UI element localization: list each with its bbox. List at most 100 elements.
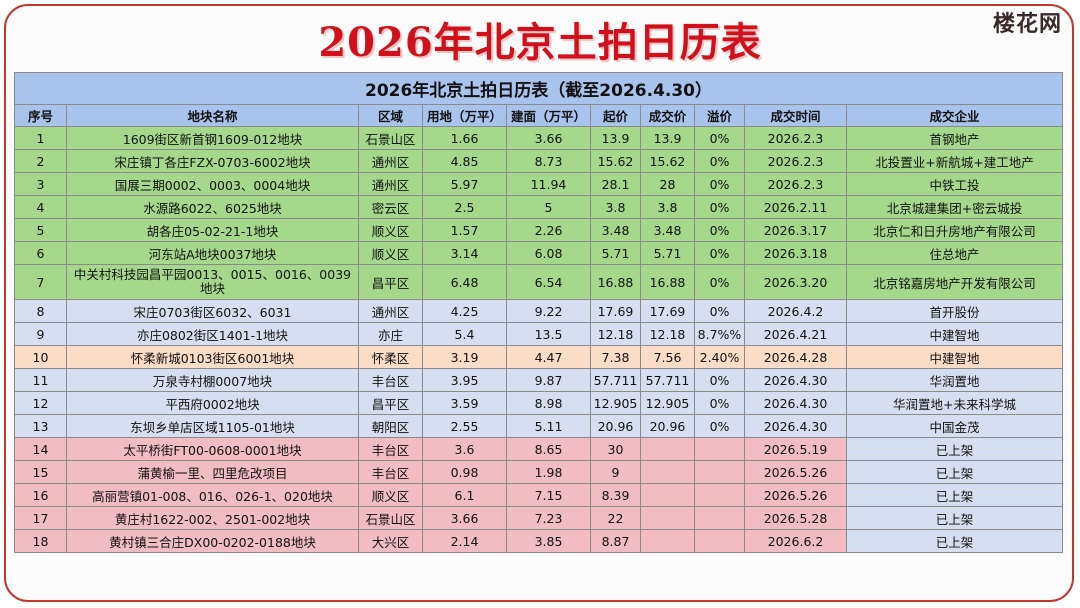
table-row: 15 蒲黄榆一里、四里危改项目 丰台区 0.98 1.98 9 2026.5.26 已上架 xyxy=(14,460,1063,484)
column-header: 起价 xyxy=(590,104,641,127)
premium-rate xyxy=(694,529,745,553)
plot-name: 1609街区新首钢1609-012地块 xyxy=(66,126,359,150)
plot-name: 中关村科技园昌平园0013、0015、0016、0039地块 xyxy=(66,264,359,300)
plot-name: 宋庄0703街区6032、6031 xyxy=(66,299,359,323)
table-row: 17 黄庄村1622-002、2501-002地块 石景山区 3.66 7.23 22 20… xyxy=(14,506,1063,530)
winning-company: 中铁工投 xyxy=(846,172,1063,196)
premium-rate: 8.7%% xyxy=(694,322,745,346)
deal-date: 2026.2.3 xyxy=(744,172,847,196)
district: 亦庄 xyxy=(358,322,423,346)
premium-rate: 0% xyxy=(694,299,745,323)
start-price: 7.38 xyxy=(590,345,641,369)
column-header: 区域 xyxy=(358,104,423,127)
premium-rate xyxy=(694,437,745,461)
premium-rate: 0% xyxy=(694,149,745,173)
column-header: 地块名称 xyxy=(66,104,359,127)
row-number: 10 xyxy=(14,345,67,369)
premium-rate: 0% xyxy=(694,218,745,242)
plot-name: 万泉寺村棚0007地块 xyxy=(66,368,359,392)
table-row: 1 1609街区新首钢1609-012地块 石景山区 1.66 3.66 13.9 13.9… xyxy=(14,126,1063,150)
building-area: 7.15 xyxy=(506,483,591,507)
deal-price: 12.18 xyxy=(640,322,695,346)
start-price: 28.1 xyxy=(590,172,641,196)
building-area: 5 xyxy=(506,195,591,219)
column-header: 溢价 xyxy=(694,104,745,127)
row-number: 6 xyxy=(14,241,67,265)
district: 顺义区 xyxy=(358,218,423,242)
row-number: 9 xyxy=(14,322,67,346)
start-price: 3.8 xyxy=(590,195,641,219)
page-title: 2026年北京土拍日历表 xyxy=(318,19,762,66)
land-area: 3.59 xyxy=(422,391,507,415)
deal-date: 2026.4.2 xyxy=(744,299,847,323)
plot-name: 黄村镇三合庄DX00-0202-0188地块 xyxy=(66,529,359,553)
premium-rate: 0% xyxy=(694,414,745,438)
land-area: 3.66 xyxy=(422,506,507,530)
winning-company: 中建智地 xyxy=(846,345,1063,369)
land-area: 3.19 xyxy=(422,345,507,369)
start-price: 30 xyxy=(590,437,641,461)
table-row: 18 黄村镇三合庄DX00-0202-0188地块 大兴区 2.14 3.85 8.87 2… xyxy=(14,529,1063,553)
building-area: 3.66 xyxy=(506,126,591,150)
brand-logo: 楼花网 xyxy=(992,11,1062,37)
land-area: 2.55 xyxy=(422,414,507,438)
deal-price: 28 xyxy=(640,172,695,196)
building-area: 7.23 xyxy=(506,506,591,530)
winning-company: 已上架 xyxy=(846,483,1063,507)
district: 石景山区 xyxy=(358,506,423,530)
start-price: 8.87 xyxy=(590,529,641,553)
row-number: 17 xyxy=(14,506,67,530)
start-price: 22 xyxy=(590,506,641,530)
winning-company: 北京城建集团+密云城投 xyxy=(846,195,1063,219)
deal-price: 12.905 xyxy=(640,391,695,415)
deal-price: 20.96 xyxy=(640,414,695,438)
start-price: 57.711 xyxy=(590,368,641,392)
deal-date: 2026.5.19 xyxy=(744,437,847,461)
land-auction-table: 2026年北京土拍日历表（截至2026.4.30） 序号 地块名称 区域 用地（万平）… xyxy=(14,72,1063,553)
plot-name: 怀柔新城0103街区6001地块 xyxy=(66,345,359,369)
land-area: 2.5 xyxy=(422,195,507,219)
land-area: 4.25 xyxy=(422,299,507,323)
start-price: 16.88 xyxy=(590,264,641,300)
table-row: 6 河东站A地块0037地块 顺义区 3.14 6.08 5.71 5.71 0% 2026.3… xyxy=(14,241,1063,265)
deal-date: 2026.2.3 xyxy=(744,149,847,173)
row-number: 15 xyxy=(14,460,67,484)
table-row: 12 平西府0002地块 昌平区 3.59 8.98 12.905 12.905 0% 2026… xyxy=(14,391,1063,415)
plot-name: 黄庄村1622-002、2501-002地块 xyxy=(66,506,359,530)
plot-name: 蒲黄榆一里、四里危改项目 xyxy=(66,460,359,484)
table-row: 3 国展三期0002、0003、0004地块 通州区 5.97 11.94 28.1 28 0… xyxy=(14,172,1063,196)
plot-name: 水源路6022、6025地块 xyxy=(66,195,359,219)
winning-company: 已上架 xyxy=(846,437,1063,461)
table-row: 2 宋庄镇丁各庄FZX-0703-6002地块 通州区 4.85 8.73 15.62 15… xyxy=(14,149,1063,173)
start-price: 9 xyxy=(590,460,641,484)
plot-name: 胡各庄05-02-21-1地块 xyxy=(66,218,359,242)
deal-price: 16.88 xyxy=(640,264,695,300)
premium-rate xyxy=(694,460,745,484)
deal-price xyxy=(640,529,695,553)
building-area: 6.08 xyxy=(506,241,591,265)
premium-rate: 0% xyxy=(694,172,745,196)
winning-company: 华润置地+未来科学城 xyxy=(846,391,1063,415)
start-price: 12.905 xyxy=(590,391,641,415)
district: 通州区 xyxy=(358,149,423,173)
table-row: 13 东坝乡单店区域1105-01地块 朝阳区 2.55 5.11 20.96 20.96 0… xyxy=(14,414,1063,438)
building-area: 8.65 xyxy=(506,437,591,461)
winning-company: 北投置业+新航城+建工地产 xyxy=(846,149,1063,173)
table-row: 9 亦庄0802街区1401-1地块 亦庄 5.4 13.5 12.18 12.18 8.7%… xyxy=(14,322,1063,346)
land-area: 4.85 xyxy=(422,149,507,173)
row-number: 4 xyxy=(14,195,67,219)
table-row: 4 水源路6022、6025地块 密云区 2.5 5 3.8 3.8 0% 2026.2.11 北… xyxy=(14,195,1063,219)
plot-name: 高丽营镇01-008、016、026-1、020地块 xyxy=(66,483,359,507)
premium-rate xyxy=(694,506,745,530)
deal-date: 2026.4.30 xyxy=(744,414,847,438)
deal-date: 2026.5.26 xyxy=(744,460,847,484)
deal-price xyxy=(640,460,695,484)
deal-price: 3.8 xyxy=(640,195,695,219)
row-number: 8 xyxy=(14,299,67,323)
deal-date: 2026.3.18 xyxy=(744,241,847,265)
row-number: 7 xyxy=(14,264,67,300)
building-area: 8.73 xyxy=(506,149,591,173)
deal-date: 2026.5.26 xyxy=(744,483,847,507)
building-area: 6.54 xyxy=(506,264,591,300)
winning-company: 已上架 xyxy=(846,506,1063,530)
